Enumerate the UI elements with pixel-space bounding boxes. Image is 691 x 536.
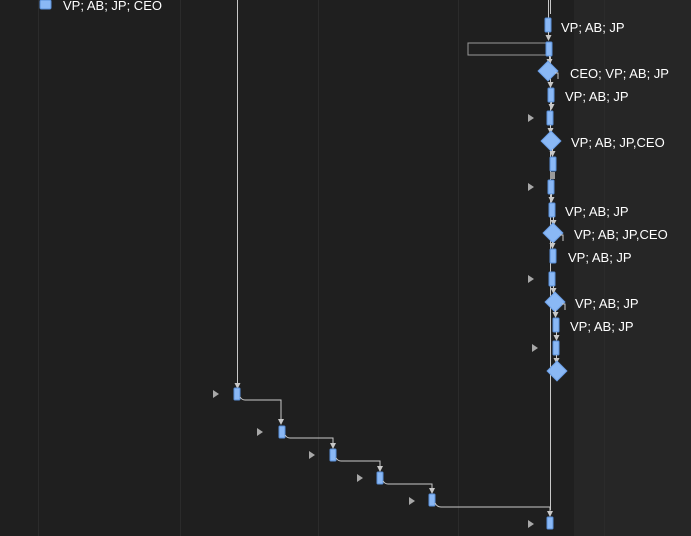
task-bar[interactable] — [428, 493, 436, 507]
task-label: VP; AB; JP — [568, 250, 632, 265]
task-bar[interactable] — [552, 317, 560, 333]
task-bar[interactable] — [233, 387, 241, 401]
task-label: VP; AB; JP — [561, 20, 625, 35]
task-bar[interactable] — [548, 202, 556, 218]
task-bar[interactable] — [547, 179, 555, 195]
task-bar[interactable] — [547, 87, 555, 103]
expand-icon[interactable] — [357, 474, 363, 482]
expand-icon[interactable] — [309, 451, 315, 459]
task-bar[interactable] — [278, 425, 286, 439]
expand-icon[interactable] — [528, 114, 534, 122]
task-bar[interactable] — [376, 471, 384, 485]
task-bar[interactable] — [548, 271, 556, 287]
milestone-diamond[interactable] — [546, 360, 568, 382]
expand-icon[interactable] — [528, 520, 534, 528]
milestone-diamond[interactable] — [544, 291, 566, 313]
task-label: VP; AB; JP — [570, 319, 634, 334]
task-bar[interactable] — [549, 156, 557, 172]
task-bar[interactable] — [552, 340, 560, 356]
milestone-diamond[interactable] — [542, 222, 564, 244]
shaded-column — [574, 0, 691, 536]
task-bar[interactable] — [329, 448, 337, 462]
expand-icon[interactable] — [528, 275, 534, 283]
task-label: VP; AB; JP — [565, 204, 629, 219]
task-label: VP; AB; JP — [565, 89, 629, 104]
milestone-label: VP; AB; JP — [575, 296, 639, 311]
task-bar[interactable] — [546, 516, 554, 530]
summary-bracket — [467, 42, 546, 56]
grid-lines — [38, 0, 605, 536]
expand-icon[interactable] — [213, 390, 219, 398]
legend-task-icon — [39, 0, 52, 10]
task-bar[interactable] — [545, 41, 553, 57]
milestone-label: CEO; VP; AB; JP — [570, 66, 669, 81]
expand-icon[interactable] — [257, 428, 263, 436]
task-label-top: VP; AB; JP; CEO — [63, 0, 162, 13]
expand-icon[interactable] — [409, 497, 415, 505]
expand-icon[interactable] — [532, 344, 538, 352]
milestone-diamond[interactable] — [537, 60, 559, 82]
task-bar[interactable] — [549, 248, 557, 264]
milestone-label: VP; AB; JP,CEO — [574, 227, 668, 242]
expand-icon[interactable] — [528, 183, 534, 191]
task-bar[interactable] — [544, 17, 552, 33]
task-bar[interactable] — [546, 110, 554, 126]
milestone-diamond[interactable] — [540, 130, 562, 152]
milestone-label: VP; AB; JP,CEO — [571, 135, 665, 150]
